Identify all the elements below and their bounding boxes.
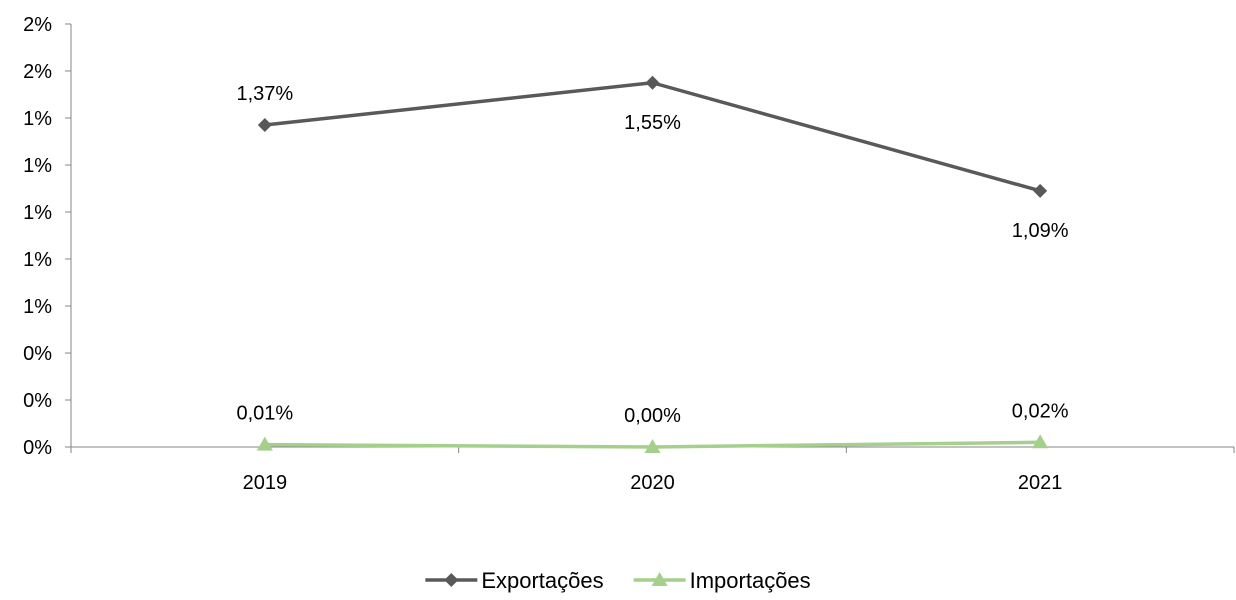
legend-item-importacoes: Importações (633, 568, 811, 593)
data-label-exportacoes: 1,55% (624, 112, 681, 134)
x-tick-label: 2019 (243, 472, 288, 494)
data-point-importacoes (1032, 434, 1049, 449)
data-point-importacoes (256, 436, 273, 451)
data-label-importacoes: 0,02% (1012, 400, 1069, 422)
series-line-exportacoes (264, 81, 1041, 193)
data-point-exportacoes (1033, 183, 1048, 198)
legend-label: Importações (690, 568, 811, 593)
y-tick-label: 1% (23, 249, 52, 271)
legend-item-exportacoes: Exportações (425, 568, 604, 593)
legend-swatch-marker (444, 573, 459, 587)
y-tick-label: 2% (23, 14, 52, 36)
data-label-importacoes: 0,01% (236, 403, 293, 425)
data-label-exportacoes: 1,09% (1012, 220, 1069, 242)
data-label-importacoes: 0,00% (624, 405, 681, 427)
y-tick-label: 0% (23, 390, 52, 412)
y-tick-label: 1% (23, 108, 52, 130)
y-tick-label: 0% (23, 343, 52, 365)
series-layer (256, 75, 1049, 453)
data-labels-layer: 1,37% 1,55% 1,09% 0,01% 0,00% 0,02% (236, 83, 1068, 427)
y-tick-label: 1% (23, 155, 52, 177)
legend-label: Exportações (481, 568, 603, 593)
y-tick-label: 0% (23, 437, 52, 459)
y-tick-label: 2% (23, 61, 52, 83)
x-tick-label: 2020 (630, 472, 675, 494)
x-tick-label: 2021 (1018, 472, 1063, 494)
legend-swatch-marker (651, 572, 668, 586)
y-tick-label: 1% (23, 296, 52, 318)
legend: Exportações Importações (425, 568, 811, 593)
data-point-exportacoes (257, 118, 272, 133)
data-point-importacoes (644, 439, 661, 453)
y-tick-label: 1% (23, 202, 52, 224)
data-point-exportacoes (645, 75, 660, 90)
data-label-exportacoes: 1,37% (236, 83, 293, 105)
